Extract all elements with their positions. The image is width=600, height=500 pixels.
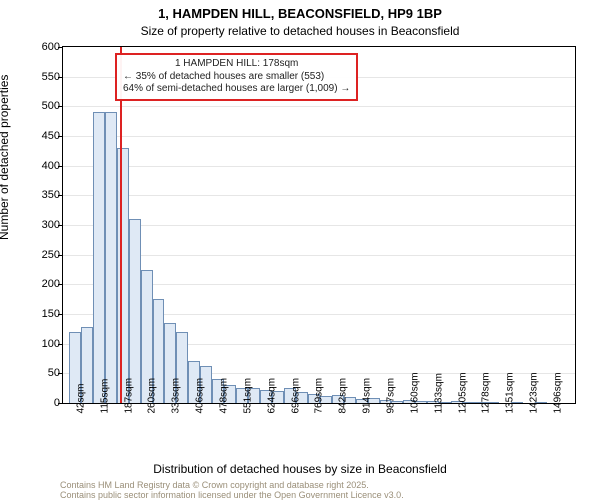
y-tick-label: 550: [24, 71, 60, 83]
y-tick-label: 150: [24, 308, 60, 320]
y-tick-label: 350: [24, 189, 60, 201]
gridline-h: [63, 136, 575, 137]
y-tick-label: 600: [24, 41, 60, 53]
attribution-1: Contains HM Land Registry data © Crown c…: [60, 480, 369, 490]
callout-line-1: 1 HAMPDEN HILL: 178sqm: [123, 58, 350, 71]
marker-callout: 1 HAMPDEN HILL: 178sqm ← 35% of detached…: [115, 53, 358, 101]
histogram-bar: [93, 112, 105, 403]
y-tick-label: 400: [24, 160, 60, 172]
y-tick-label: 200: [24, 278, 60, 290]
histogram-bar: [129, 219, 141, 403]
gridline-h: [63, 195, 575, 196]
gridline-h: [63, 166, 575, 167]
page-title: 1, HAMPDEN HILL, BEACONSFIELD, HP9 1BP: [0, 6, 600, 21]
y-tick-label: 100: [24, 338, 60, 350]
x-axis-label: Distribution of detached houses by size …: [0, 462, 600, 476]
attribution-2: Contains public sector information licen…: [60, 490, 404, 500]
y-tick-label: 50: [24, 367, 60, 379]
gridline-h: [63, 106, 575, 107]
histogram-plot: 1 HAMPDEN HILL: 178sqm ← 35% of detached…: [62, 46, 576, 404]
y-axis-label: Number of detached properties: [0, 75, 11, 240]
y-tick-label: 450: [24, 130, 60, 142]
y-tick-label: 0: [24, 397, 60, 409]
histogram-bar: [117, 148, 129, 403]
y-tick-label: 250: [24, 249, 60, 261]
y-tick-label: 300: [24, 219, 60, 231]
histogram-bar: [105, 112, 117, 403]
y-tick-label: 500: [24, 100, 60, 112]
callout-line-3: 64% of semi-detached houses are larger (…: [123, 83, 350, 96]
page-subtitle: Size of property relative to detached ho…: [0, 24, 600, 38]
callout-line-2: ← 35% of detached houses are smaller (55…: [123, 71, 350, 84]
